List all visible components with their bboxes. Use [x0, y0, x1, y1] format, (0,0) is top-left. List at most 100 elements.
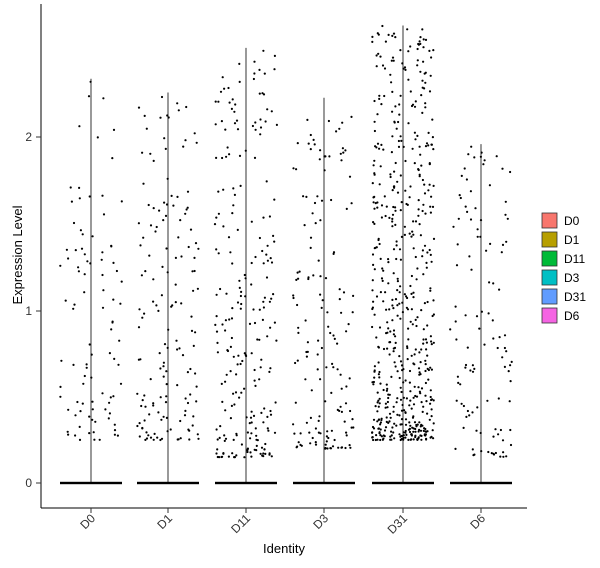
data-point [259, 133, 262, 136]
data-point [462, 426, 465, 429]
data-point [373, 222, 376, 225]
data-point [233, 403, 236, 406]
data-point [464, 363, 468, 367]
data-point [384, 40, 387, 43]
data-point [316, 353, 319, 356]
data-point [332, 334, 335, 337]
data-point [390, 430, 393, 433]
data-point [398, 355, 401, 358]
data-point [262, 306, 265, 309]
data-point [113, 429, 117, 432]
data-point [421, 28, 424, 31]
data-point [410, 407, 413, 410]
data-point [409, 424, 412, 427]
data-point [399, 360, 403, 363]
data-point [380, 103, 383, 106]
data-point [65, 248, 68, 251]
data-point [108, 401, 111, 404]
data-point [83, 253, 86, 256]
data-point [475, 315, 479, 318]
data-point [399, 209, 402, 212]
data-point [383, 94, 386, 98]
data-point [398, 433, 401, 436]
data-point [421, 79, 424, 82]
data-point [162, 219, 165, 222]
data-point [460, 402, 463, 405]
data-point [416, 438, 419, 441]
data-point [432, 184, 435, 187]
data-point [308, 431, 311, 434]
data-point [406, 203, 409, 206]
data-point [385, 416, 388, 419]
data-point [236, 301, 240, 304]
data-point [218, 436, 221, 439]
data-point [432, 148, 435, 151]
data-point [400, 390, 403, 394]
data-point [380, 435, 383, 438]
data-point [223, 434, 226, 437]
data-point [432, 399, 435, 402]
data-point [504, 200, 507, 203]
data-point [487, 312, 490, 315]
data-point [266, 427, 269, 430]
data-point [422, 60, 425, 63]
data-point [488, 281, 491, 284]
data-point [327, 119, 330, 123]
data-point [268, 300, 271, 303]
data-point [143, 419, 146, 422]
data-point [377, 405, 380, 408]
data-point [238, 62, 241, 65]
data-point [410, 235, 413, 238]
data-point [317, 419, 320, 422]
data-point [88, 432, 91, 435]
data-point [176, 102, 179, 105]
data-point [214, 123, 217, 126]
data-point [501, 167, 504, 170]
data-point [292, 423, 295, 426]
data-point [468, 255, 471, 258]
data-point [430, 408, 433, 411]
data-point [419, 429, 423, 432]
data-point [182, 145, 185, 148]
data-point [220, 120, 223, 123]
data-point [409, 399, 412, 402]
data-point [59, 395, 62, 398]
data-point [371, 431, 374, 434]
data-point [375, 434, 378, 437]
data-point [410, 308, 413, 311]
data-point [496, 346, 499, 350]
data-point [371, 306, 374, 309]
data-point [488, 184, 491, 187]
data-point [417, 436, 420, 439]
data-point [393, 437, 396, 440]
data-point [250, 220, 253, 223]
data-point [108, 352, 111, 355]
data-point [179, 419, 182, 423]
data-point [180, 255, 183, 258]
data-point [78, 125, 81, 128]
data-point [230, 317, 234, 320]
data-point [238, 80, 241, 83]
data-point [143, 114, 146, 117]
data-point [425, 261, 428, 264]
data-point [419, 42, 422, 46]
data-point [138, 435, 141, 438]
data-point [509, 364, 512, 367]
data-point [462, 404, 465, 408]
data-point [394, 161, 397, 165]
data-point [422, 405, 425, 408]
data-point [345, 330, 348, 333]
data-point [273, 198, 276, 201]
data-point [402, 381, 405, 384]
y-tick-label-0: 0 [25, 476, 32, 490]
data-point [141, 399, 144, 402]
data-point [427, 189, 430, 192]
data-point [229, 417, 232, 420]
data-point [420, 401, 423, 404]
data-point [156, 436, 159, 439]
data-point [424, 427, 427, 431]
data-point [194, 372, 197, 375]
data-point [390, 375, 393, 378]
data-point [373, 195, 376, 198]
data-point [166, 346, 169, 349]
